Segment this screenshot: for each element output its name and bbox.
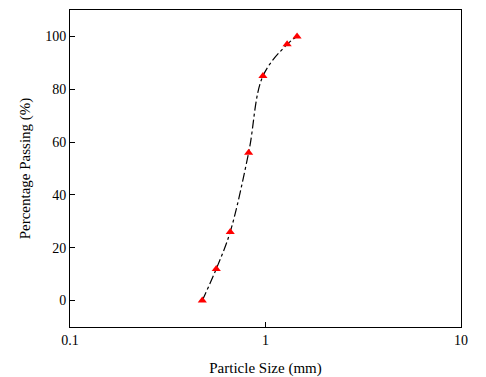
svg-text:80: 80	[52, 82, 66, 97]
svg-text:Particle Size (mm): Particle Size (mm)	[209, 360, 321, 377]
svg-text:20: 20	[52, 241, 66, 256]
svg-text:10: 10	[454, 333, 468, 348]
svg-text:1: 1	[262, 333, 269, 348]
svg-text:100: 100	[45, 29, 66, 44]
svg-text:Percentage Passing (%): Percentage Passing (%)	[17, 98, 34, 240]
svg-text:40: 40	[52, 188, 66, 203]
svg-text:0.1: 0.1	[61, 333, 79, 348]
svg-text:0: 0	[59, 293, 66, 308]
svg-text:60: 60	[52, 135, 66, 150]
